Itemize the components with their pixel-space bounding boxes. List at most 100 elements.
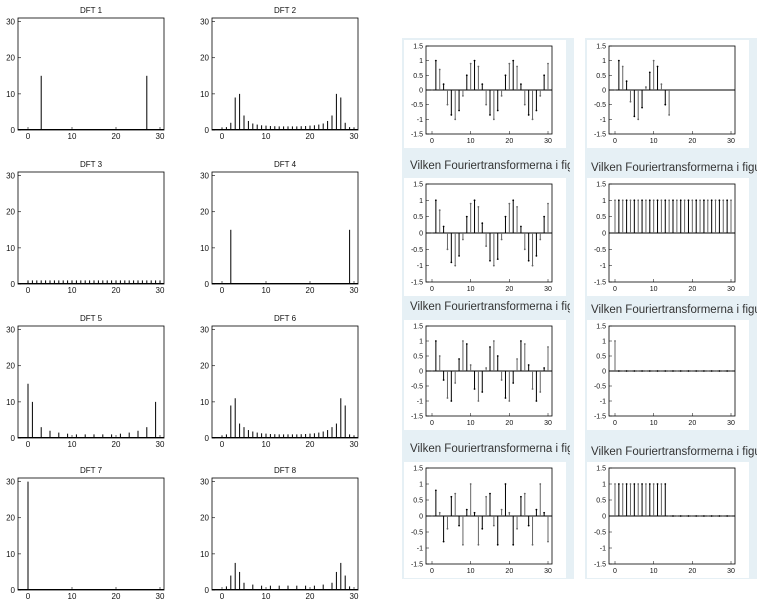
y-tick-label: 20 [200, 208, 209, 217]
dft-title: DFT 8 [274, 466, 297, 475]
stem-marker [458, 254, 460, 257]
y-tick-label: -0.5 [411, 102, 423, 109]
y-tick-label: 10 [6, 550, 15, 559]
stem-marker [508, 511, 511, 514]
stem-marker [496, 109, 499, 112]
y-tick-label: 10 [200, 398, 209, 407]
stem-plot-2[interactable]: 1.5 1 0.5 0 -0.5 -1 -1.5 0 10 20 30 [587, 40, 749, 148]
stem-marker [679, 370, 682, 372]
stem-marker [500, 508, 503, 511]
stem-marker [695, 370, 698, 372]
y-tick-label: 20 [200, 362, 209, 371]
stem-marker [668, 114, 671, 116]
stem-marker [691, 370, 694, 372]
stem-marker [547, 62, 549, 65]
stem-plot-5[interactable]: 1.5 1 0.5 0 -0.5 -1 -1.5 0 10 20 30 [404, 320, 566, 430]
x-tick-label: 10 [68, 286, 77, 295]
stem-marker [695, 515, 698, 517]
dft-title: DFT 7 [80, 466, 103, 475]
y-tick-label: 1 [602, 482, 606, 489]
stem-marker [641, 370, 643, 372]
stem-marker [454, 264, 457, 267]
x-tick-label: 30 [727, 420, 735, 427]
x-tick-label: 10 [650, 286, 658, 293]
y-tick-label: 30 [6, 18, 15, 27]
x-tick-label: 10 [467, 568, 475, 575]
y-tick-label: -0.5 [594, 102, 606, 109]
x-tick-label: 20 [306, 132, 315, 141]
y-tick-label: 1 [419, 198, 423, 205]
stem-marker [668, 370, 671, 372]
stem-marker [516, 205, 518, 208]
stem-marker [660, 199, 663, 202]
stem-marker [465, 215, 468, 218]
stem-marker [492, 118, 495, 121]
y-tick-label: 0 [602, 369, 606, 376]
stem-marker [675, 199, 678, 202]
stem-marker [660, 483, 663, 485]
stem-marker [664, 103, 667, 106]
y-tick-label: -1.5 [411, 132, 423, 139]
stem-marker [547, 540, 549, 543]
stem-marker [469, 483, 472, 485]
y-tick-label: -1.5 [594, 562, 606, 569]
stem-marker [683, 370, 686, 372]
stem-plot-3[interactable]: 1.5 1 0.5 0 -0.5 -1 -1.5 0 10 20 30 [404, 178, 566, 296]
stem-marker [679, 199, 682, 202]
x-tick-label: 10 [262, 286, 271, 295]
y-tick-label: -1 [600, 546, 606, 553]
stem-marker [481, 527, 484, 530]
y-tick-label: 0 [11, 280, 16, 289]
stem-marker [458, 358, 460, 360]
y-tick-label: 0 [11, 586, 16, 595]
stem-marker [699, 370, 701, 372]
question-caption: Vilken Fouriertransformerna i fig [410, 443, 570, 455]
question-caption: Vilken Fouriertransformerna i figu [591, 162, 757, 174]
stem-plot-1[interactable]: 1.5 1 0.5 0 -0.5 -1 -1.5 0 10 20 30 [404, 40, 566, 148]
stem-marker [462, 238, 464, 241]
stem-plot-4[interactable]: 1.5 1 0.5 0 -0.5 -1 -1.5 0 10 20 30 [587, 178, 749, 296]
stem-marker [695, 199, 698, 202]
stem-marker [547, 202, 549, 205]
stem-marker [465, 343, 468, 345]
x-tick-label: 0 [613, 138, 617, 145]
stem-marker [535, 400, 538, 402]
stem-marker [446, 103, 449, 106]
stem-marker [469, 364, 472, 366]
y-tick-label: -1.5 [594, 132, 606, 139]
x-tick-label: 30 [544, 420, 552, 427]
x-tick-label: 30 [544, 138, 552, 145]
stem-marker [512, 543, 515, 546]
question-caption: Vilken Fouriertransformerna i fig [410, 160, 570, 172]
stem-marker [489, 114, 491, 116]
stem-plot-7[interactable]: 1.5 1 0.5 0 -0.5 -1 -1.5 0 10 20 30 [404, 462, 566, 578]
stem-marker [730, 370, 732, 372]
stem-marker [462, 543, 464, 546]
stem-plot-6[interactable]: 1.5 1 0.5 0 -0.5 -1 -1.5 0 10 20 30 [587, 320, 749, 430]
stem-marker [641, 483, 643, 485]
y-tick-label: -1 [600, 263, 606, 270]
stem-marker [504, 483, 507, 485]
dft-title: DFT 3 [80, 160, 103, 169]
stem-plot-8[interactable]: 1.5 1 0.5 0 -0.5 -1 -1.5 0 10 20 30 [587, 462, 749, 578]
x-tick-label: 20 [112, 592, 121, 601]
stem-marker [535, 254, 538, 257]
stem-marker [473, 511, 476, 514]
y-tick-label: 20 [6, 362, 15, 371]
stem-marker [458, 524, 460, 527]
stem-marker [675, 370, 678, 372]
stem-marker [672, 370, 674, 372]
stem-marker [629, 199, 632, 202]
stem-marker [450, 400, 453, 402]
y-tick-label: 10 [200, 90, 209, 99]
dft-title: DFT 1 [80, 6, 103, 15]
x-tick-label: 0 [26, 132, 31, 141]
stem-marker [656, 65, 659, 68]
stem-marker [434, 59, 437, 62]
y-tick-label: 30 [200, 326, 209, 335]
y-tick-label: 0.5 [413, 354, 423, 361]
stem-marker [535, 109, 538, 112]
stem-marker [458, 109, 460, 112]
stem-marker [652, 59, 655, 62]
stem-marker [512, 382, 515, 384]
